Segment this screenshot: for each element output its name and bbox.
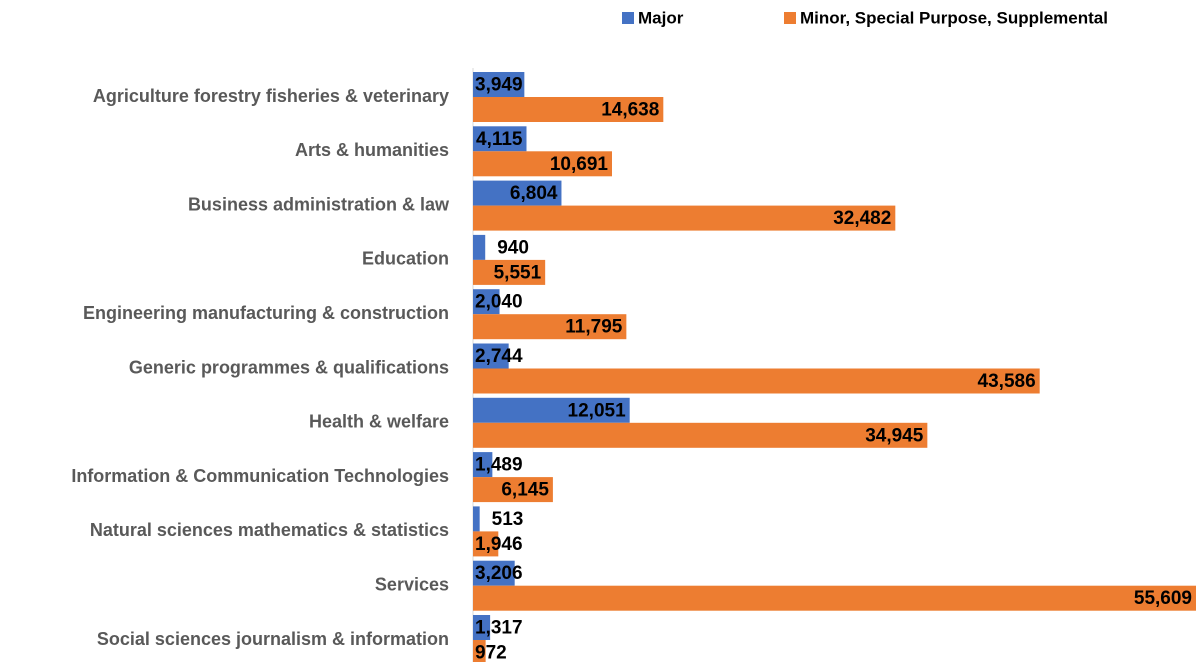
bar [473, 234, 486, 260]
data-label: 6,804 [510, 183, 558, 204]
bar [473, 126, 527, 152]
category-label: Information & Communication Technologies [71, 466, 449, 486]
data-label: 32,482 [833, 208, 891, 229]
category-label: Generic programmes & qualifications [129, 357, 449, 377]
data-label: 34,945 [865, 425, 924, 446]
data-label: 513 [492, 509, 524, 530]
data-label: 11,795 [565, 317, 622, 338]
data-label: 14,638 [601, 100, 659, 121]
bar [473, 205, 896, 231]
data-label: 10,691 [550, 154, 609, 175]
bar [473, 180, 562, 206]
bar [473, 452, 493, 478]
bar [473, 97, 664, 122]
data-label: 2,744 [475, 346, 523, 367]
data-label: 5,551 [494, 262, 542, 283]
bar [473, 640, 486, 665]
category-label: Business administration & law [188, 194, 450, 214]
legend-label: Major [638, 8, 684, 27]
data-label: 12,051 [568, 400, 627, 421]
bar [473, 368, 1040, 394]
bar [473, 314, 627, 340]
legend-label: Minor, Special Purpose, Supplemental [800, 8, 1108, 27]
legend-swatch [784, 12, 796, 24]
bar [473, 151, 612, 177]
category-label: Agriculture forestry fisheries & veterin… [93, 86, 449, 106]
bar [473, 259, 546, 285]
category-label: Services [375, 574, 449, 594]
data-label: 1,317 [475, 618, 523, 639]
category-label: Social sciences journalism & information [97, 629, 449, 649]
data-label: 43,586 [978, 371, 1036, 392]
data-label: 3,206 [475, 563, 523, 584]
data-label: 940 [497, 237, 529, 258]
legend-swatch [622, 12, 634, 24]
data-label: 55,609 [1134, 588, 1192, 609]
bar [473, 289, 500, 315]
category-label: Education [362, 249, 449, 269]
bar [473, 560, 515, 586]
bar [473, 585, 1196, 611]
bar [473, 397, 630, 423]
category-label: Health & welfare [309, 412, 449, 432]
bar [473, 477, 553, 503]
data-label: 6,145 [501, 480, 549, 501]
category-label: Arts & humanities [295, 140, 449, 160]
bar [473, 531, 499, 557]
bar [473, 615, 491, 640]
category-label: Natural sciences mathematics & statistic… [90, 520, 449, 540]
data-label: 4,115 [476, 129, 523, 150]
bar [473, 506, 480, 532]
data-label: 3,949 [475, 75, 523, 96]
data-label: 1,946 [475, 534, 523, 555]
bar [473, 72, 525, 97]
data-label: 1,489 [475, 455, 523, 476]
data-label: 972 [475, 643, 507, 662]
category-label: Engineering manufacturing & construction [83, 303, 449, 323]
bar [473, 343, 509, 369]
bar [473, 422, 928, 448]
data-label: 2,040 [475, 292, 523, 313]
